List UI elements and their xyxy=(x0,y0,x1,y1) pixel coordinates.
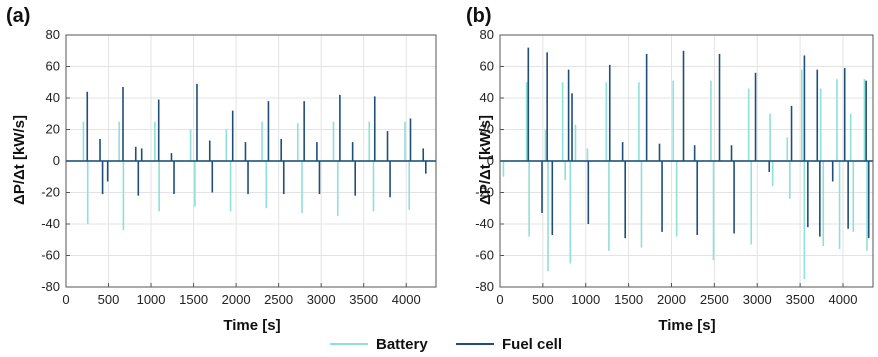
panel-a: (a) Time [s] ΔP/Δt [kW/s] 0 500 1000 1500 20… xyxy=(6,5,437,334)
panel-b-x-tick-label: 3000 xyxy=(743,292,772,307)
panel-a-series-fuel-cell xyxy=(66,83,436,198)
panel-b-x-tick-label: 3500 xyxy=(786,292,815,307)
legend-label-battery: Battery xyxy=(376,336,428,353)
panel-b-x-tick-label: 4000 xyxy=(829,292,858,307)
panel-b-x-axis-label: Time [s] xyxy=(658,317,715,334)
panel-a-series-battery xyxy=(66,121,436,231)
panel-b-x-tick-label: 2000 xyxy=(657,292,686,307)
panel-a-x-tick-label: 0 xyxy=(62,292,69,307)
panel-b-y-tick-label: -40 xyxy=(475,216,494,231)
panel-a-x-tick-label: 3000 xyxy=(307,292,336,307)
panel-a-y-tick-label: 60 xyxy=(46,59,60,74)
panel-a-y-tick-label: -20 xyxy=(41,185,60,200)
panel-a-plot-frame xyxy=(65,34,437,288)
panel-a-x-tick-label: 2500 xyxy=(264,292,293,307)
panel-b: (b) Time [s] ΔP/Δt [kW/s] 0 500 1000 1500 20… xyxy=(466,5,874,334)
panel-b-label: (b) xyxy=(466,5,492,27)
panel-b-y-tick-label: -20 xyxy=(475,185,494,200)
panel-a-y-tick-label: -40 xyxy=(41,216,60,231)
panel-a-y-tick-label: -60 xyxy=(41,248,60,263)
panel-a-x-tick-label: 1000 xyxy=(137,292,166,307)
panel-b-plot-frame xyxy=(499,34,874,288)
panel-a-y-tick-label: 20 xyxy=(46,122,60,137)
panel-a-x-tick-label: 500 xyxy=(98,292,120,307)
panel-b-y-tick-label: 40 xyxy=(480,90,494,105)
panel-b-y-axis-label: ΔP/Δt [kW/s] xyxy=(477,115,494,205)
panel-b-x-tick-label: 500 xyxy=(532,292,554,307)
panel-a-x-tick-label: 3500 xyxy=(349,292,378,307)
panel-b-series-fuel-cell xyxy=(500,47,873,239)
panel-a-y-tick-label: -80 xyxy=(41,279,60,294)
panel-a-label: (a) xyxy=(6,5,30,27)
panel-b-x-tick-label: 2500 xyxy=(700,292,729,307)
panel-a-y-tick-label: 0 xyxy=(53,153,60,168)
panel-a-x-tick-label: 4000 xyxy=(392,292,421,307)
panel-b-y-tick-label: -60 xyxy=(475,248,494,263)
panel-a-y-tick-label: 80 xyxy=(46,27,60,42)
panel-a-y-axis-label: ΔP/Δt [kW/s] xyxy=(11,115,28,205)
panel-b-x-tick-label: 0 xyxy=(496,292,503,307)
panel-a-y-tick-label: 40 xyxy=(46,90,60,105)
legend-label-fuel-cell: Fuel cell xyxy=(502,336,562,353)
panel-b-x-tick-label: 1500 xyxy=(614,292,643,307)
panel-b-y-tick-label: 80 xyxy=(480,27,494,42)
panel-b-y-tick-label: 20 xyxy=(480,122,494,137)
panel-b-x-tick-label: 1000 xyxy=(571,292,600,307)
legend: Battery Fuel cell xyxy=(330,336,562,353)
panel-a-x-axis-label: Time [s] xyxy=(223,317,280,334)
panel-b-y-tick-label: -80 xyxy=(475,279,494,294)
panel-a-x-tick-label: 1500 xyxy=(179,292,208,307)
panel-b-y-tick-label: 60 xyxy=(480,59,494,74)
panel-b-y-tick-label: 0 xyxy=(487,153,494,168)
panel-a-x-tick-label: 2000 xyxy=(222,292,251,307)
